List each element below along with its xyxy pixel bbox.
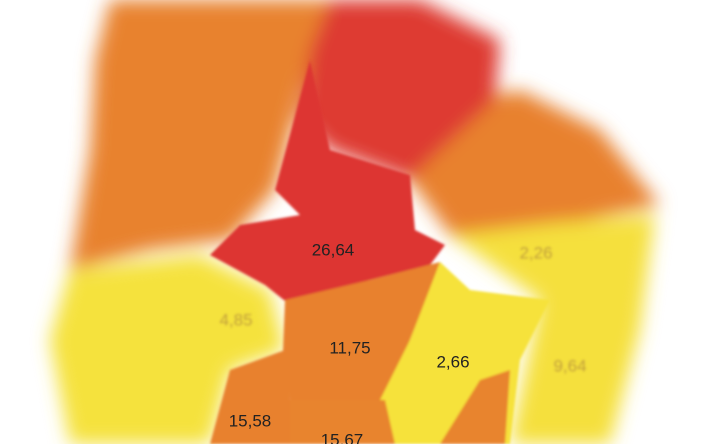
region-label: 4,85 [219, 310, 252, 329]
region-label: 11,75 [329, 338, 370, 357]
region-north [300, 0, 500, 180]
region-label: 2,66 [436, 352, 469, 371]
region-label: 26,64 [312, 240, 355, 259]
region-label: 15,67 [321, 430, 364, 444]
region-label: 2,26 [519, 243, 552, 262]
outer-regions [50, 0, 660, 444]
region-label: 9,64 [553, 356, 586, 375]
inner-regions [210, 60, 550, 444]
region-center-north [210, 60, 445, 305]
region-label: 15,58 [229, 411, 272, 430]
region-west [50, 255, 285, 444]
region-south-west [210, 350, 300, 444]
regions [50, 0, 660, 444]
region-south-east [440, 370, 510, 444]
region-northeast [410, 90, 660, 235]
region-east [450, 215, 655, 444]
region-northwest [70, 0, 330, 270]
region-center [283, 262, 440, 400]
region-south [290, 400, 395, 444]
